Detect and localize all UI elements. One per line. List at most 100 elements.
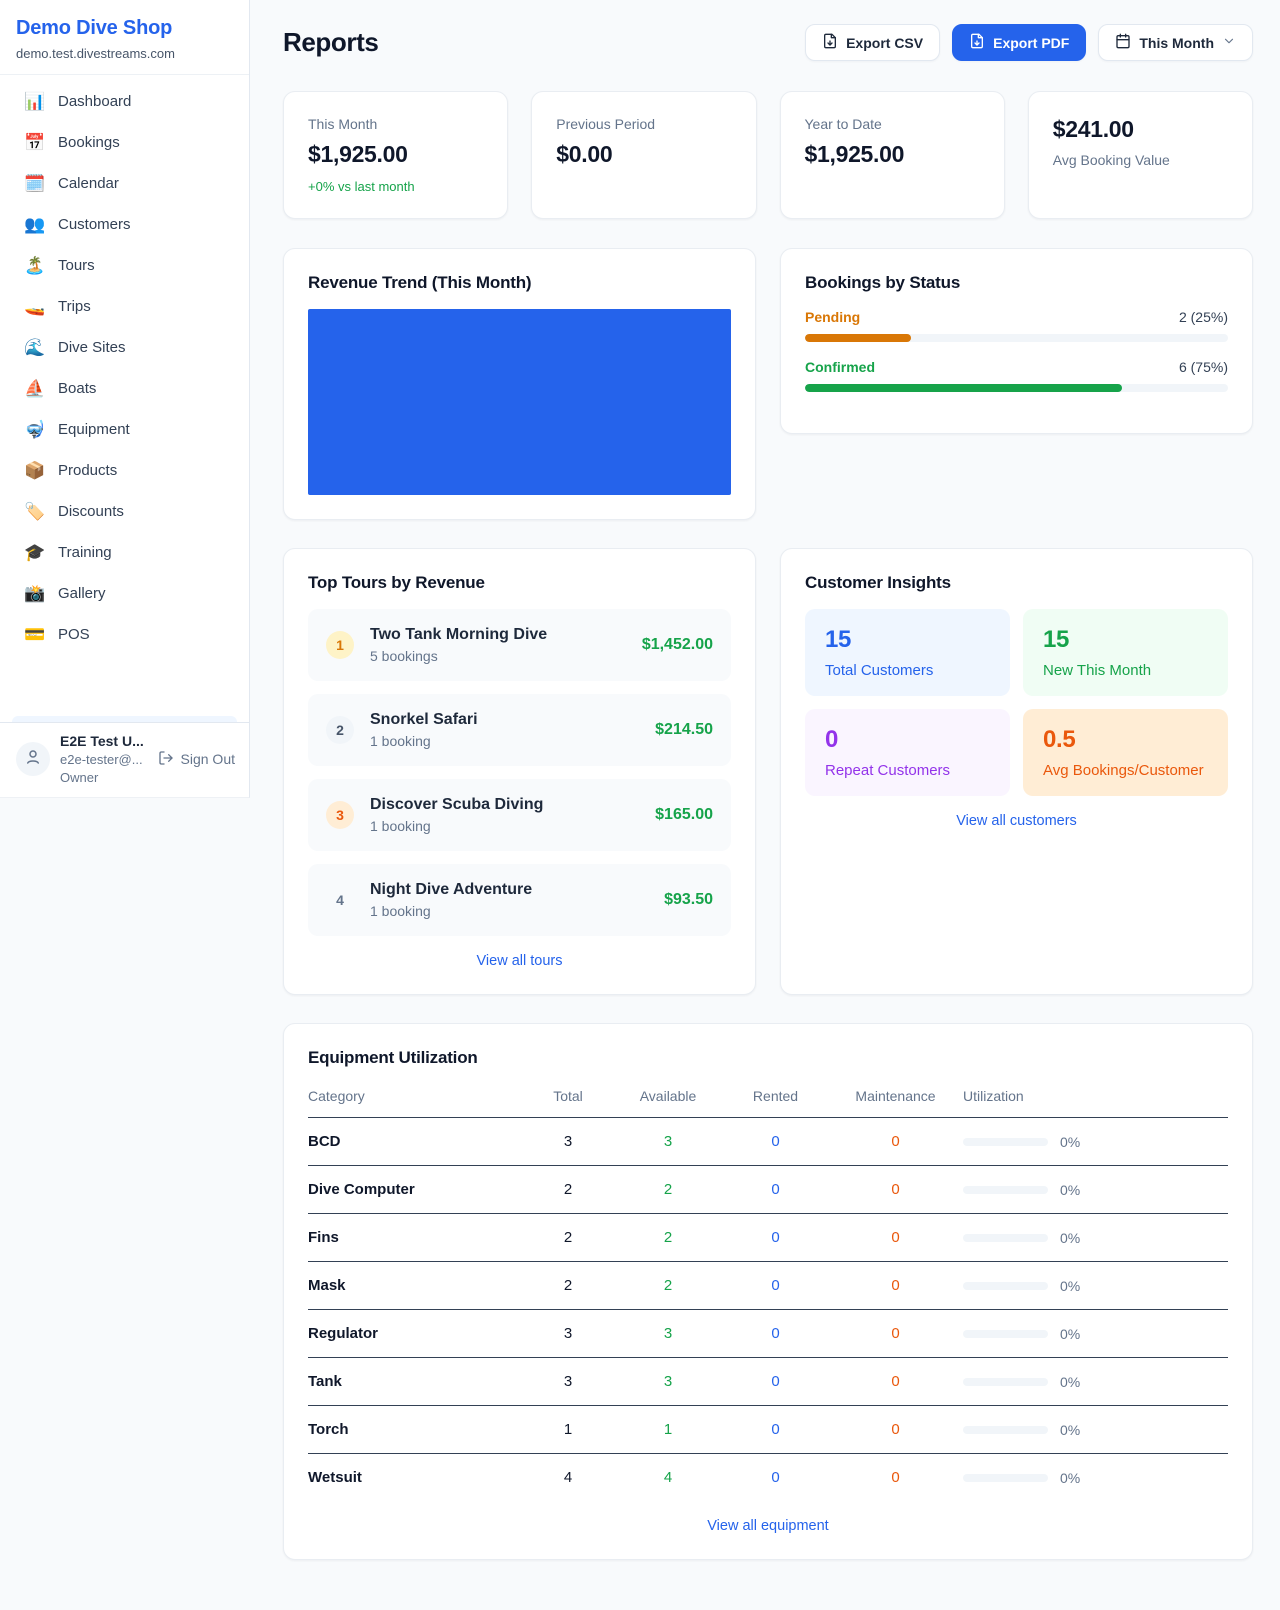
equipment-maintenance: 0 [828,1214,963,1262]
sidebar-item-dashboard[interactable]: 📊 Dashboard [12,85,237,118]
bookings-by-status-title: Bookings by Status [805,273,961,292]
stat-value: $241.00 [1052,116,1134,142]
tour-revenue: $165.00 [655,806,713,823]
view-all-equipment-link[interactable]: View all equipment [308,1517,1228,1535]
sidebar-item-calendar[interactable]: 🗓️ Calendar [12,167,237,200]
insight-label: New This Month [1043,662,1152,679]
tour-bookings: 1 booking [370,818,431,834]
tour-bookings: 5 bookings [370,648,438,664]
chevron-down-icon [1222,34,1236,51]
logout-icon [158,750,174,769]
sidebar-item-label: Gallery [58,585,106,602]
stat-label: This Month [308,116,378,132]
utilization-percent: 0% [1060,1373,1081,1390]
insight-label: Repeat Customers [825,762,951,779]
utilization-percent: 0% [1060,1469,1081,1486]
insight-value: 15 [1043,626,1070,653]
bookings-by-status-panel: Bookings by Status Pending 2 (25%) Confi… [780,248,1253,434]
sidebar-item-customers[interactable]: 👥 Customers [12,208,237,241]
page-title: Reports [283,27,379,57]
equipment-maintenance: 0 [891,1469,900,1486]
user-info: E2E Test U... e2e-tester@... Owner [60,733,148,785]
tours-list: 1 Two Tank Morning Dive 5 bookings $1,45… [308,609,731,936]
export-csv-button[interactable]: Export CSV [805,24,941,61]
stat-label: Avg Booking Value [1052,152,1170,168]
status-value: 2 (25%) [1178,309,1228,325]
tour-row-snorkel-safari: 2 Snorkel Safari 1 booking $214.50 [308,694,731,766]
equipment-utilization: 0% [963,1278,1228,1294]
sidebar-item-gallery[interactable]: 📸 Gallery [12,577,237,610]
utilization-bar-track [963,1185,1048,1194]
customer-insights-title: Customer Insights [805,573,951,592]
stat-card-this-month: This Month $1,925.00 +0% vs last month [283,91,509,219]
insight-label: Total Customers [825,662,934,679]
sidebar-item-label: Training [58,544,112,561]
equipment-utilization: 0% [963,1326,1228,1342]
column-header-category: Category [308,1084,523,1118]
sidebar-item-products[interactable]: 📦 Products [12,454,237,487]
column-header-utilization: Utilization [963,1084,1228,1118]
bookings-icon: 📅 [24,133,46,152]
tour-revenue: $93.50 [664,891,713,908]
gallery-icon: 📸 [24,584,46,603]
sidebar-item-label: Trips [58,298,91,315]
file-download-icon [969,33,985,52]
sidebar-nav: 📊 Dashboard 📅 Bookings 🗓️ Calendar 👥 Cus… [0,75,249,722]
trips-icon: 🚤 [24,297,46,316]
pos-icon: 💳 [24,625,46,644]
insight-tiles: 15 Total Customers 15 New This Month 0 R… [805,609,1228,796]
stat-value: $1,925.00 [804,141,905,167]
top-tours-panel: Top Tours by Revenue 1 Two Tank Morning … [283,548,756,995]
equipment-available: 1 [613,1406,723,1454]
sidebar-item-trips[interactable]: 🚤 Trips [12,290,237,323]
sidebar-item-reports-active[interactable] [12,716,237,722]
user-name: E2E Test U... [60,733,144,749]
equipment-rented: 0 [723,1310,828,1358]
sidebar-item-label: Customers [58,216,131,233]
period-dropdown[interactable]: This Month [1098,24,1253,61]
tour-row-night-dive-adventure: 4 Night Dive Adventure 1 booking $93.50 [308,864,731,936]
view-all-customers-link[interactable]: View all customers [805,812,1228,830]
sidebar-item-dive-sites[interactable]: 🌊 Dive Sites [12,331,237,364]
sidebar-item-tours[interactable]: 🏝️ Tours [12,249,237,282]
dashboard-icon: 📊 [24,92,46,111]
equipment-total: 2 [523,1166,613,1214]
sidebar-item-label: Calendar [58,175,119,192]
calendar-icon [1115,33,1131,52]
equipment-rented: 0 [723,1166,828,1214]
equipment-category: Regulator [308,1310,523,1358]
avatar [16,742,50,776]
equipment-total: 4 [563,1469,573,1486]
status-row-pending: Pending 2 (25%) [805,309,1228,342]
equipment-total: 2 [523,1262,613,1310]
sign-out-label: Sign Out [180,751,235,767]
status-list: Pending 2 (25%) Confirmed 6 (75%) [805,309,1228,392]
status-bar-fill [805,334,911,342]
boats-icon: ⛵ [24,379,46,398]
tour-revenue: $1,452.00 [641,636,713,653]
view-all-tours-link[interactable]: View all tours [308,952,731,970]
equipment-available: 2 [613,1166,723,1214]
equipment-available: 2 [613,1214,723,1262]
equipment-available: 4 [663,1469,673,1486]
sidebar-item-training[interactable]: 🎓 Training [12,536,237,569]
insight-tile-repeat-customers: 0 Repeat Customers [805,709,1010,796]
insight-label: Avg Bookings/Customer [1043,762,1204,779]
utilization-bar-track [963,1233,1048,1242]
equipment-utilization-panel: Equipment Utilization Category Total Avail… [283,1023,1253,1560]
sign-out-button[interactable]: Sign Out [158,750,235,769]
equipment-maintenance: 0 [828,1118,963,1166]
equipment-total: 3 [523,1358,613,1406]
sidebar-item-discounts[interactable]: 🏷️ Discounts [12,495,237,528]
export-pdf-button[interactable]: Export PDF [952,24,1087,61]
sidebar-item-bookings[interactable]: 📅 Bookings [12,126,237,159]
sidebar-item-pos[interactable]: 💳 POS [12,618,237,651]
equipment-rented: 0 [723,1214,828,1262]
equipment-rented: 0 [723,1118,828,1166]
sidebar-item-equipment[interactable]: 🤿 Equipment [12,413,237,446]
equipment-maintenance: 0 [828,1262,963,1310]
sidebar-item-label: Boats [58,380,97,397]
sidebar-item-boats[interactable]: ⛵ Boats [12,372,237,405]
status-bar-track [805,334,1228,342]
equipment-total: 3 [523,1118,613,1166]
